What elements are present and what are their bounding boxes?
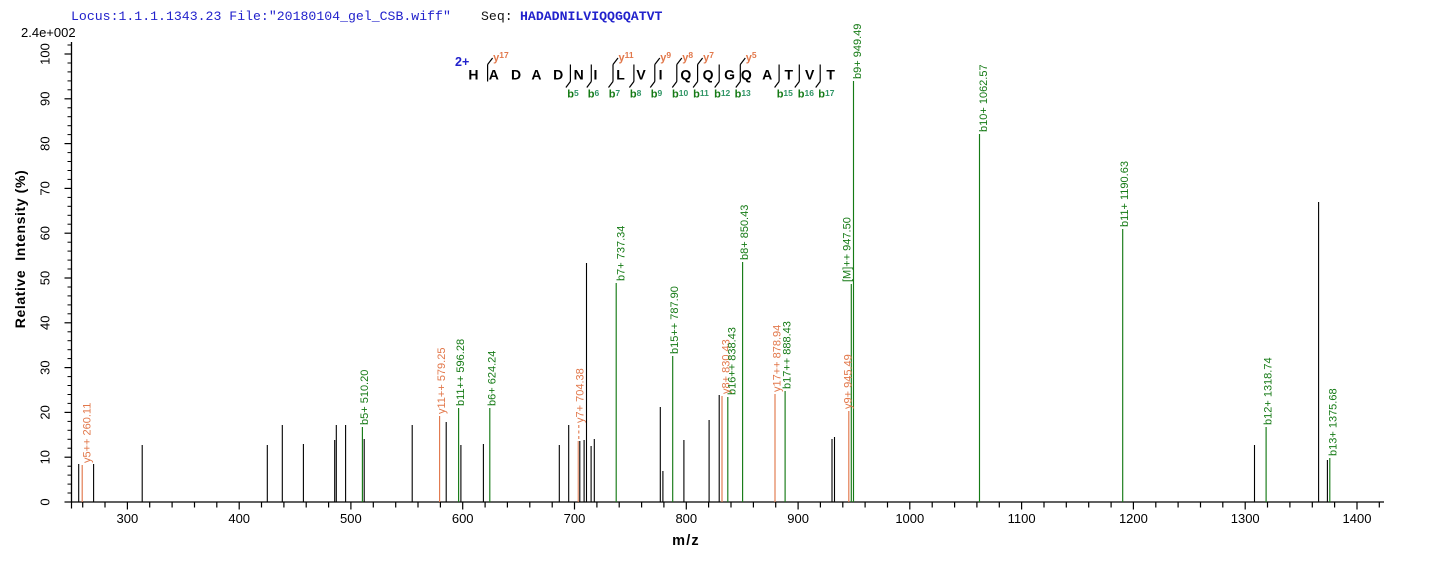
svg-text:b13: b13 (735, 88, 751, 101)
svg-text:Locus:1.1.1.1343.23 File:"2018: Locus:1.1.1.1343.23 File:"20180104_gel_C… (71, 9, 451, 24)
svg-text:800: 800 (675, 511, 697, 526)
svg-text:b12+ 1318.74: b12+ 1318.74 (1263, 357, 1275, 425)
svg-text:20: 20 (38, 405, 53, 419)
svg-text:90: 90 (38, 92, 53, 106)
svg-text:I: I (593, 67, 597, 83)
svg-text:500: 500 (340, 511, 362, 526)
svg-text:b16: b16 (798, 88, 814, 101)
svg-text:[M]++ 947.50: [M]++ 947.50 (842, 217, 854, 282)
svg-text:b9+ 949.49: b9+ 949.49 (852, 24, 864, 79)
svg-text:Q: Q (680, 67, 691, 83)
svg-text:b15++ 787.90: b15++ 787.90 (669, 286, 681, 354)
svg-text:1300: 1300 (1231, 511, 1260, 526)
svg-text:b15: b15 (777, 88, 793, 101)
svg-text:y5: y5 (746, 50, 757, 64)
svg-text:y11++ 579.25: y11++ 579.25 (436, 348, 448, 414)
svg-text:Q: Q (703, 67, 714, 83)
svg-text:HADADNILVIQQGQATVT: HADADNILVIQQGQATVT (520, 9, 663, 24)
svg-text:2+: 2+ (455, 55, 469, 69)
svg-text:400: 400 (228, 511, 250, 526)
svg-text:900: 900 (787, 511, 809, 526)
svg-text:b10: b10 (672, 88, 688, 101)
svg-text:b11++ 596.28: b11++ 596.28 (455, 339, 467, 406)
svg-text:y8: y8 (682, 50, 693, 64)
svg-text:0: 0 (38, 498, 53, 505)
svg-text:N: N (574, 67, 584, 83)
svg-text:b8+ 850.43: b8+ 850.43 (739, 205, 751, 260)
svg-text:A: A (762, 67, 772, 83)
svg-text:1000: 1000 (895, 511, 924, 526)
svg-text:b7: b7 (609, 88, 621, 101)
svg-text:100: 100 (38, 43, 53, 65)
svg-text:A: A (531, 67, 541, 83)
svg-text:b6+ 624.24: b6+ 624.24 (486, 351, 498, 406)
svg-text:50: 50 (38, 271, 53, 285)
svg-text:1200: 1200 (1119, 511, 1148, 526)
svg-text:y7+ 704.38: y7+ 704.38 (575, 368, 587, 423)
svg-text:b11: b11 (693, 88, 709, 101)
svg-text:700: 700 (564, 511, 586, 526)
svg-text:y9+ 945.49: y9+ 945.49 (843, 354, 855, 409)
svg-text:1400: 1400 (1343, 511, 1372, 526)
svg-text:b8: b8 (630, 88, 642, 101)
svg-text:60: 60 (38, 226, 53, 240)
svg-text:30: 30 (38, 360, 53, 374)
svg-text:Q: Q (741, 67, 752, 83)
svg-text:b9: b9 (651, 88, 663, 101)
svg-text:V: V (805, 67, 815, 83)
svg-text:b5: b5 (567, 88, 579, 101)
svg-text:y8+ 830.43: y8+ 830.43 (721, 339, 733, 394)
svg-text:2.4e+002: 2.4e+002 (21, 25, 76, 40)
svg-text:y9: y9 (660, 50, 671, 64)
svg-text:b12: b12 (714, 88, 730, 101)
svg-text:G: G (724, 67, 735, 83)
svg-text:L: L (616, 67, 625, 83)
svg-text:b5+ 510.20: b5+ 510.20 (359, 370, 371, 425)
svg-text:A: A (489, 67, 499, 83)
svg-text:T: T (826, 67, 835, 83)
svg-text:40: 40 (38, 316, 53, 330)
svg-text:10: 10 (38, 450, 53, 464)
svg-text:80: 80 (38, 136, 53, 150)
svg-text:b16++ 838.43: b16++ 838.43 (727, 327, 739, 395)
svg-text:1100: 1100 (1008, 511, 1036, 526)
svg-text:b6: b6 (588, 88, 600, 101)
svg-text:600: 600 (452, 511, 474, 526)
svg-text:70: 70 (38, 181, 53, 195)
svg-text:b17++ 888.43: b17++ 888.43 (782, 321, 794, 389)
svg-text:Seq:: Seq: (481, 9, 513, 24)
svg-text:Relative Intensity (%): Relative Intensity (%) (12, 170, 28, 329)
svg-text:b11+ 1190.63: b11+ 1190.63 (1119, 161, 1131, 227)
svg-text:y5++ 260.11: y5++ 260.11 (82, 403, 94, 463)
svg-text:T: T (785, 67, 794, 83)
svg-text:H: H (468, 67, 478, 83)
svg-text:b7+ 737.34: b7+ 737.34 (616, 226, 628, 281)
svg-text:300: 300 (117, 511, 139, 526)
svg-text:y7: y7 (703, 50, 714, 64)
svg-text:D: D (511, 67, 521, 83)
svg-text:D: D (553, 67, 563, 83)
svg-text:I: I (659, 67, 663, 83)
svg-text:m/z: m/z (672, 533, 700, 549)
svg-text:y17++ 878.94: y17++ 878.94 (772, 325, 784, 392)
svg-text:b10+ 1062.57: b10+ 1062.57 (978, 64, 990, 132)
svg-text:b13+ 1375.68: b13+ 1375.68 (1328, 388, 1340, 456)
svg-text:b17: b17 (818, 88, 834, 101)
svg-text:V: V (636, 67, 646, 83)
